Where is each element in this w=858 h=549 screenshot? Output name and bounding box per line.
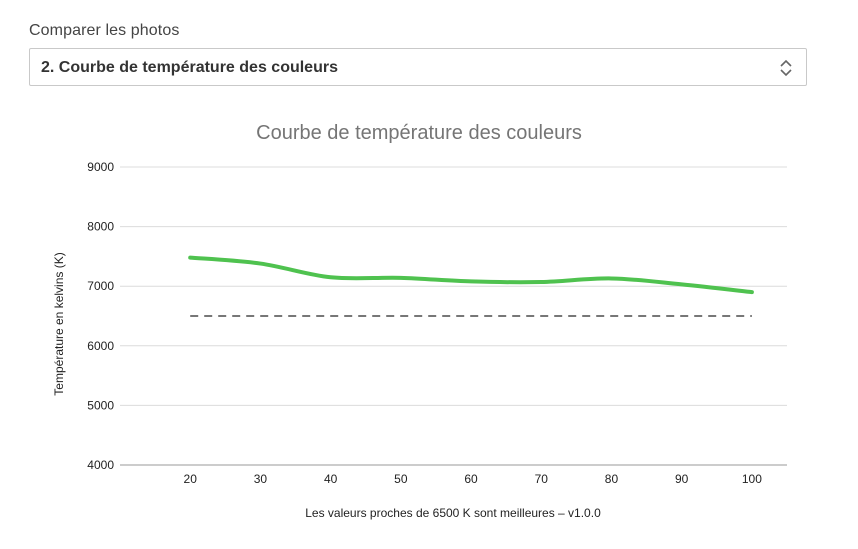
chart-title: Courbe de température des couleurs [256,122,582,144]
y-tick-label: 7000 [87,279,114,293]
x-tick-label: 60 [464,472,478,486]
x-tick-label: 20 [184,472,198,486]
y-axis-label: Température en kelvins (K) [52,252,66,395]
chart-grid [120,166,787,466]
y-tick-label: 4000 [87,458,114,472]
y-tick-label: 8000 [87,220,114,234]
x-tick-label: 80 [605,472,619,486]
x-tick-label: 50 [394,472,408,486]
y-axis-ticks: 4000 5000 6000 7000 8000 9000 [87,160,114,472]
y-tick-label: 6000 [87,339,114,353]
y-tick-label: 5000 [87,398,114,412]
chart-select-dropdown[interactable]: 2. Courbe de température des couleurs [29,48,807,86]
x-tick-label: 70 [535,472,549,486]
updown-chevron-icon [780,59,792,77]
x-axis-label: Les valeurs proches de 6500 K sont meill… [305,506,601,520]
temperature-series-line [188,255,754,295]
x-tick-label: 30 [254,472,268,486]
x-tick-label: 100 [742,472,762,486]
x-tick-label: 90 [675,472,689,486]
x-axis-ticks: 20 30 40 50 60 70 80 90 100 [184,472,763,486]
chart-series [188,255,754,317]
photo-compare-label: Comparer les photos [29,22,180,39]
selected-chart-value: 2. Courbe de température des couleurs [41,59,338,76]
x-tick-label: 40 [324,472,338,486]
y-tick-label: 9000 [87,160,114,174]
